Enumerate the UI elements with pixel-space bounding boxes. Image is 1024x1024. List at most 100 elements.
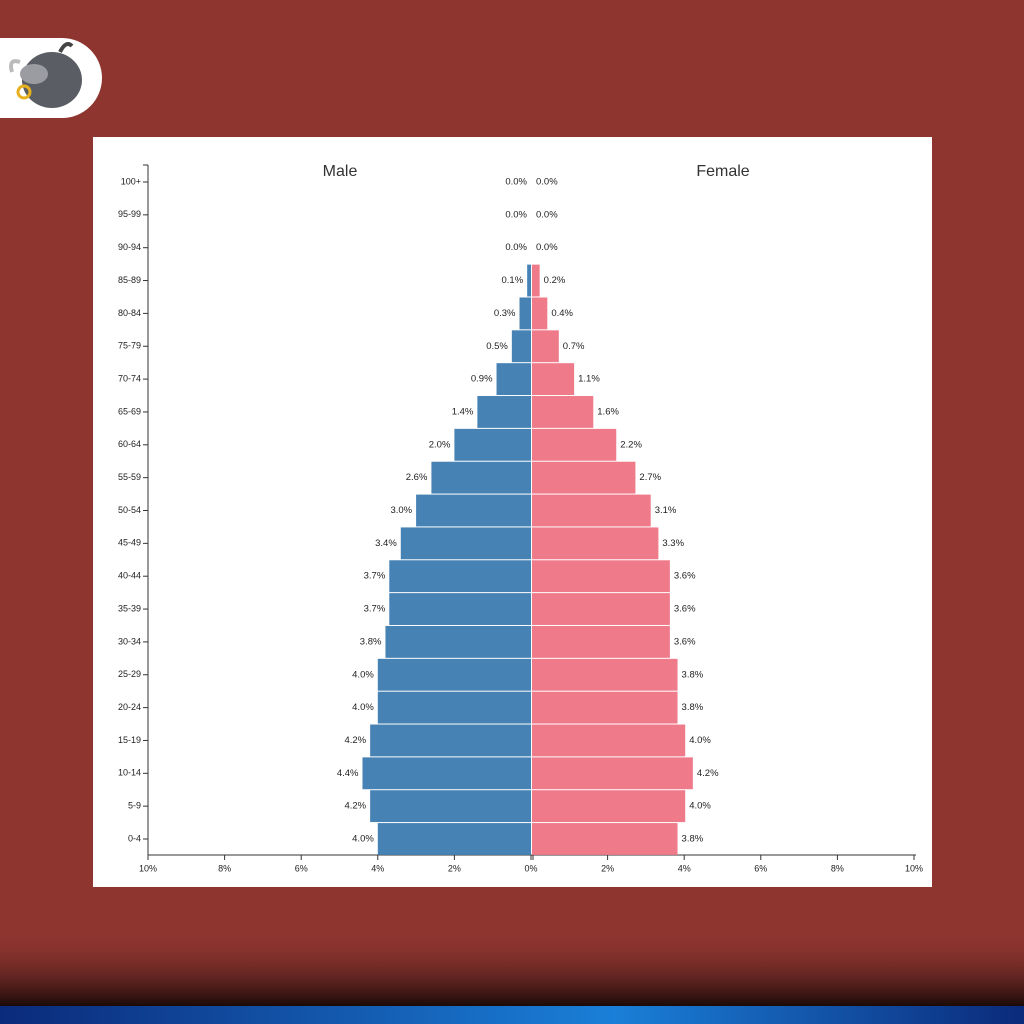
bar: [385, 625, 531, 658]
value-label: 0.3%: [494, 308, 516, 319]
bar: [532, 494, 651, 527]
value-label: 0.5%: [486, 341, 508, 352]
value-label: 3.8%: [360, 636, 382, 647]
y-tick-label: 95-99: [118, 209, 141, 219]
x-tick-label: 10%: [905, 863, 923, 873]
bottom-fade: [0, 930, 1024, 1006]
value-label: 3.6%: [674, 571, 696, 582]
value-label: 1.6%: [597, 406, 619, 417]
value-label: 0.0%: [536, 209, 558, 220]
bar: [496, 363, 531, 396]
x-tick-label: 2%: [448, 863, 461, 873]
value-label: 3.7%: [364, 604, 386, 615]
x-tick-label: 4%: [371, 863, 384, 873]
x-tick-label: 0%: [524, 863, 537, 873]
y-tick-label: 65-69: [118, 406, 141, 416]
y-tick-label: 50-54: [118, 505, 141, 515]
y-tick-label: 20-24: [118, 702, 141, 712]
x-tick-label: 8%: [831, 863, 844, 873]
value-label: 4.2%: [344, 735, 366, 746]
value-label: 3.8%: [682, 702, 704, 713]
value-label: 4.4%: [337, 768, 359, 779]
value-label: 0.4%: [551, 308, 573, 319]
bar: [431, 461, 531, 494]
value-label: 3.8%: [682, 669, 704, 680]
x-tick-label: 4%: [678, 863, 691, 873]
bar: [532, 625, 670, 658]
value-label: 2.7%: [639, 472, 661, 483]
y-tick-label: 15-19: [118, 735, 141, 745]
bar: [532, 297, 548, 330]
bar: [532, 363, 575, 396]
plot: 0% 2% 4% 6% 8% 10% 2% 4% 6% 8% 10% 0-4 5-9 10-14 15-19…: [118, 163, 923, 873]
x-tick-label: 10%: [139, 863, 157, 873]
legend-label: Male: [323, 163, 358, 180]
value-label: 2.6%: [406, 472, 428, 483]
y-tick-label: 70-74: [118, 373, 141, 383]
y-tick-label: 90-94: [118, 242, 141, 252]
value-label: 0.0%: [536, 242, 558, 253]
bar: [389, 593, 531, 625]
value-label: 4.0%: [352, 702, 374, 713]
bar: [532, 428, 617, 461]
bar: [532, 691, 678, 724]
value-label: 1.4%: [452, 406, 474, 417]
y-tick-label: 25-29: [118, 669, 141, 679]
value-label: 0.1%: [502, 275, 524, 286]
y-tick-label: 40-44: [118, 571, 141, 581]
logo: [0, 38, 102, 118]
bar: [511, 330, 531, 363]
value-label: 2.0%: [429, 439, 451, 450]
bar: [454, 428, 531, 461]
bar: [389, 560, 531, 593]
value-label: 4.0%: [689, 801, 711, 812]
y-tick-label: 45-49: [118, 538, 141, 548]
bar: [532, 330, 559, 363]
value-label: 3.8%: [682, 834, 704, 845]
value-label: 3.6%: [674, 604, 696, 615]
x-tick-label: 6%: [295, 863, 308, 873]
bar: [532, 396, 594, 428]
value-label: 3.7%: [364, 571, 386, 582]
bar: [532, 790, 686, 823]
y-tick-label: 0-4: [128, 833, 141, 843]
value-label: 1.1%: [578, 374, 600, 385]
bar: [370, 724, 531, 757]
value-label: 3.1%: [655, 505, 677, 516]
value-label: 4.0%: [352, 669, 374, 680]
bar: [532, 264, 540, 297]
y-tick-label: 60-64: [118, 439, 141, 449]
value-label: 0.0%: [505, 177, 527, 188]
value-label: 4.0%: [352, 834, 374, 845]
y-tick-label: 100+: [121, 176, 141, 186]
value-label: 3.4%: [375, 538, 397, 549]
x-tick-label: 2%: [601, 863, 614, 873]
x-tick-label: 6%: [754, 863, 767, 873]
bar: [532, 757, 693, 790]
bar: [532, 527, 659, 560]
y-tick-label: 35-39: [118, 603, 141, 613]
bar: [532, 823, 678, 855]
y-tick-label: 30-34: [118, 636, 141, 646]
bottom-strip: [0, 1006, 1024, 1024]
value-label: 4.0%: [689, 735, 711, 746]
value-label: 2.2%: [620, 439, 642, 450]
value-label: 0.0%: [505, 209, 527, 220]
bar: [416, 494, 531, 527]
bar: [532, 658, 678, 691]
value-label: 3.6%: [674, 636, 696, 647]
value-label: 4.2%: [344, 801, 366, 812]
bar: [377, 823, 531, 855]
bar: [527, 264, 531, 297]
y-tick-label: 75-79: [118, 341, 141, 351]
y-tick-label: 55-59: [118, 472, 141, 482]
value-label: 3.3%: [662, 538, 684, 549]
x-tick-label: 8%: [218, 863, 231, 873]
value-label: 3.0%: [390, 505, 412, 516]
y-tick-label: 10-14: [118, 768, 141, 778]
value-label: 0.9%: [471, 374, 493, 385]
bar: [532, 593, 670, 625]
bar: [362, 757, 531, 790]
y-tick-label: 85-89: [118, 275, 141, 285]
value-label: 0.2%: [544, 275, 566, 286]
